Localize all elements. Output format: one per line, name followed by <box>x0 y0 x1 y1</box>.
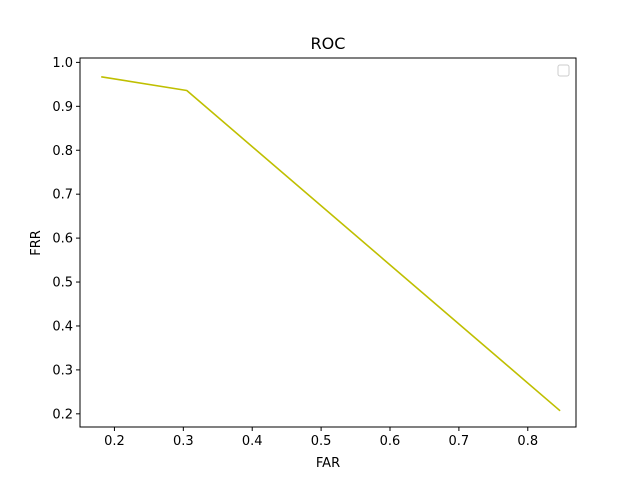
plot-frame <box>79 57 577 428</box>
y-tick-label: 1.0 <box>52 56 73 71</box>
series-line <box>101 75 561 412</box>
y-tick-label: 0.9 <box>52 100 73 115</box>
plot-area <box>80 58 576 427</box>
axis-ticks: 0.2 0.3 0.4 0.5 0.6 0.7 0.8 0.2 0.3 0.4 0.5 0.6 0.7 0… <box>52 56 538 449</box>
series-group <box>101 75 561 412</box>
y-tick-label: 0.6 <box>52 232 73 247</box>
x-tick-label: 0.5 <box>311 434 332 449</box>
y-tick-label: 0.4 <box>52 319 73 334</box>
x-tick-label: 0.3 <box>173 434 194 449</box>
y-tick-label: 0.5 <box>52 276 73 291</box>
y-tick-label: 0.2 <box>52 407 73 422</box>
x-tick-label: 0.6 <box>380 434 401 449</box>
y-axis-label: FRR <box>29 230 44 256</box>
x-tick-label: 0.4 <box>242 434 263 449</box>
legend-box <box>557 64 570 77</box>
x-tick-label: 0.8 <box>517 434 538 449</box>
x-tick-label: 0.7 <box>449 434 470 449</box>
y-tick-label: 0.3 <box>52 363 73 378</box>
chart-title: ROC <box>311 34 346 53</box>
y-tick-label: 0.8 <box>52 144 73 159</box>
y-tick-label: 0.7 <box>52 188 73 203</box>
x-tick-label: 0.2 <box>104 434 125 449</box>
x-axis-label: FAR <box>316 456 340 471</box>
